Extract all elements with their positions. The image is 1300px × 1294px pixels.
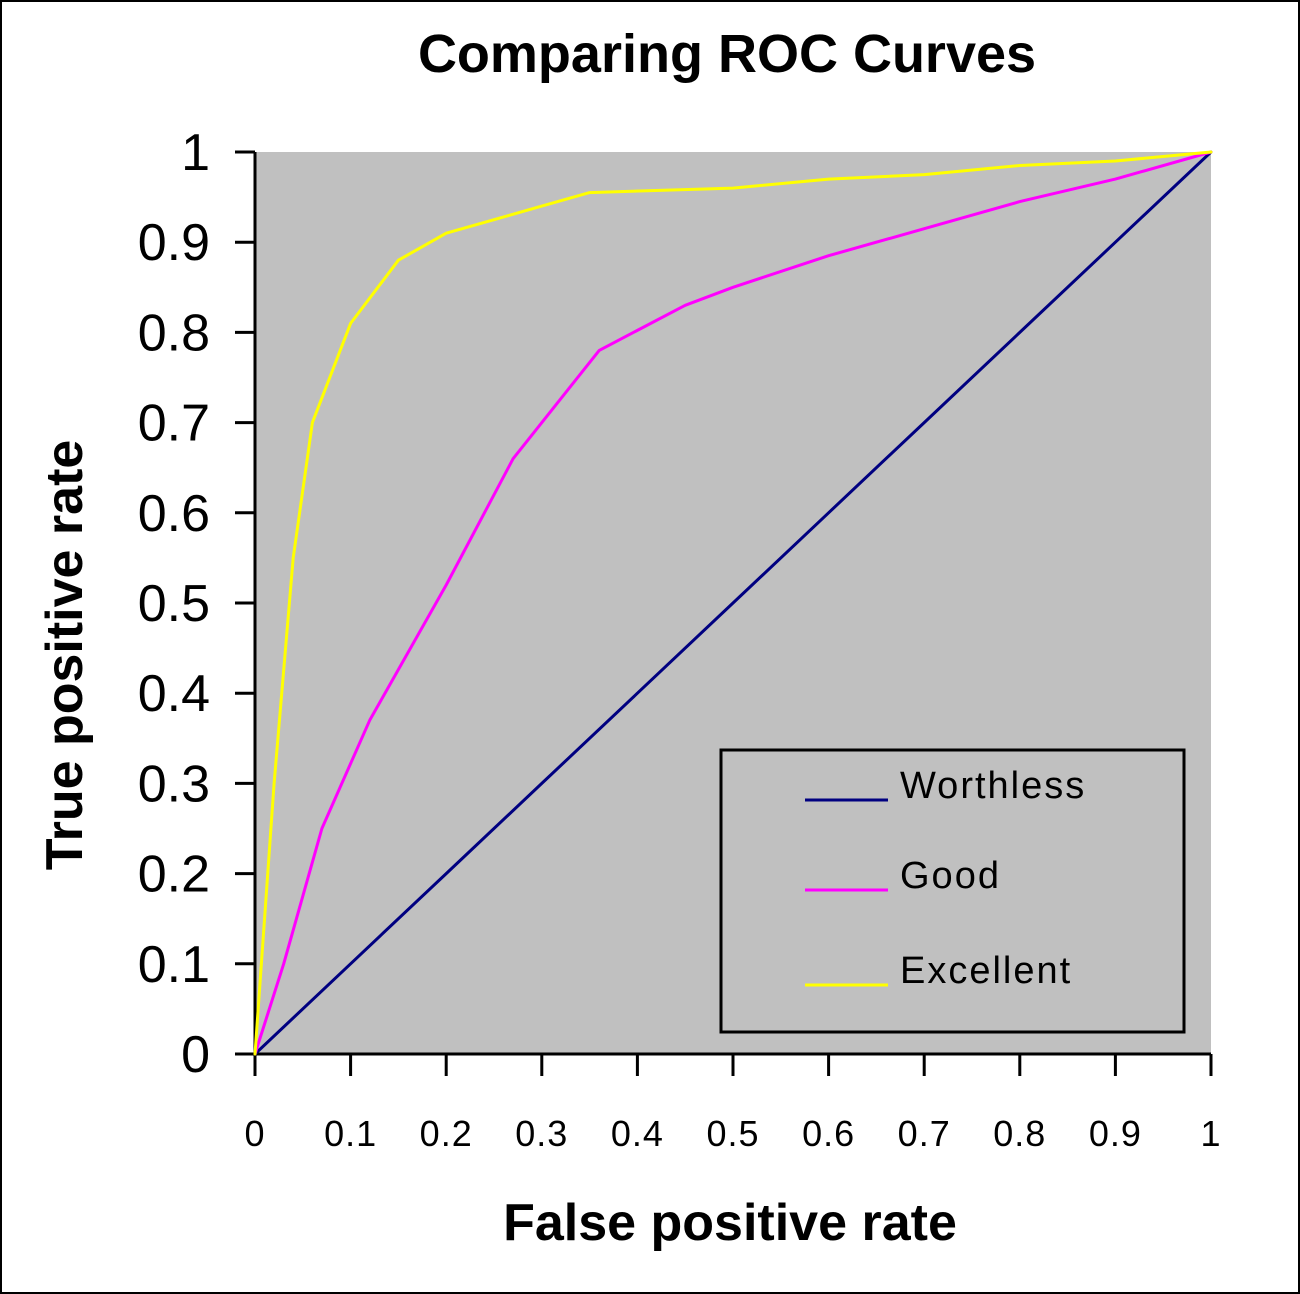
- x-tick-label: 0.1: [324, 1113, 377, 1154]
- y-tick-label: 0: [181, 1026, 210, 1084]
- legend-label-worthless: Worthless: [900, 765, 1086, 807]
- x-tick-label: 0.8: [993, 1113, 1046, 1154]
- axes: [235, 150, 1213, 1076]
- x-tick-label: 1: [1200, 1113, 1221, 1154]
- chart-title: Comparing ROC Curves: [418, 24, 1036, 84]
- x-tick-label: 0.6: [802, 1113, 855, 1154]
- series-line-excellent: [253, 150, 1213, 1056]
- x-tick-label: 0.7: [898, 1113, 951, 1154]
- x-tick-label: 0.4: [611, 1113, 664, 1154]
- x-tick-label: 0.3: [515, 1113, 568, 1154]
- y-tick-label: 1: [181, 124, 210, 182]
- x-tick-labels: 0 0.1 0.2 0.3 0.4 0.5 0.6 0.7 0.8 0.9 1: [244, 1113, 1221, 1154]
- x-tick-label: 0.9: [1089, 1113, 1142, 1154]
- y-tick-label: 0.5: [138, 575, 210, 633]
- x-tick-label: 0.2: [420, 1113, 473, 1154]
- legend: Worthless Good Excellent: [719, 748, 1186, 1034]
- y-tick-label: 0.2: [138, 846, 210, 904]
- x-axis-title: False positive rate: [503, 1194, 957, 1252]
- y-tick-label: 0.1: [138, 936, 210, 994]
- x-tick-label: 0: [244, 1113, 265, 1154]
- x-tick-label: 0.5: [706, 1113, 759, 1154]
- y-axis-title: True positive rate: [36, 440, 94, 871]
- y-tick-label: 0.7: [138, 395, 210, 453]
- y-tick-label: 0.4: [138, 665, 210, 723]
- y-tick-label: 0.6: [138, 485, 210, 543]
- legend-label-good: Good: [900, 855, 1001, 897]
- y-tick-label: 0.8: [138, 304, 210, 362]
- legend-label-excellent: Excellent: [900, 950, 1072, 992]
- y-tick-labels: 0 0.1 0.2 0.3 0.4 0.5 0.6 0.7 0.8 0.9 1: [138, 124, 210, 1084]
- series-line-good: [253, 150, 1213, 1056]
- y-tick-label: 0.3: [138, 755, 210, 813]
- series-line-worthless: [253, 150, 1213, 1056]
- series-lines: [253, 150, 1213, 1056]
- y-tick-label: 0.9: [138, 214, 210, 272]
- legend-box: [719, 748, 1186, 1034]
